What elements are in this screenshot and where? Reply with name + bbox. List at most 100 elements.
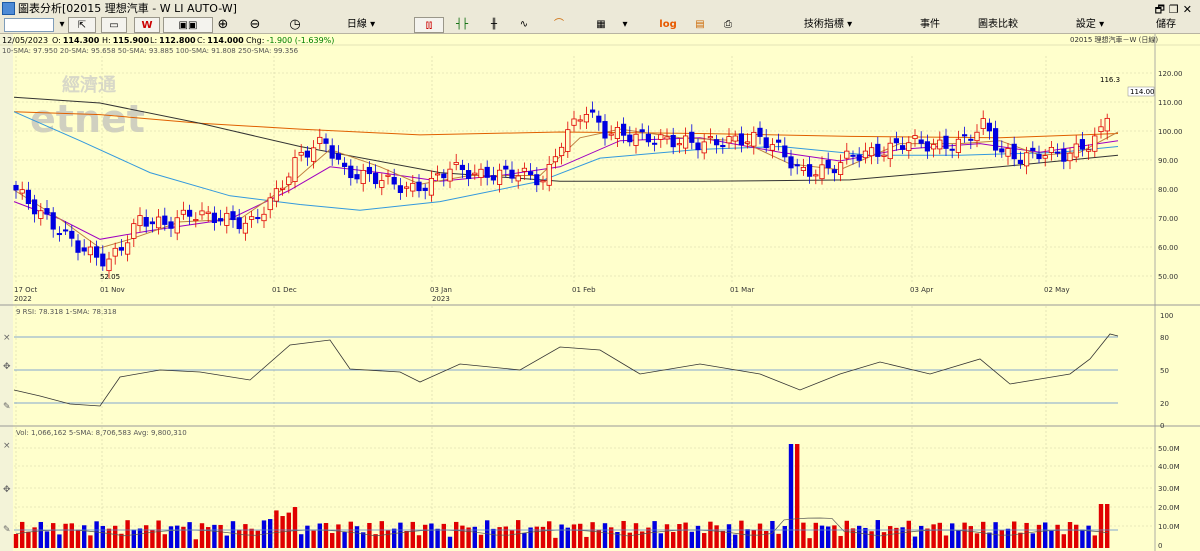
watermark-en: etnet [30, 97, 145, 141]
x-label: 01 Feb [572, 286, 596, 294]
stock-code-input[interactable] [4, 18, 54, 32]
restore-icon[interactable]: 🗗 [1154, 3, 1169, 16]
candlestick-icon[interactable]: ⫾⫾ [414, 17, 444, 33]
period-dropdown[interactable]: 日線 ▾ [346, 19, 376, 30]
x-label: 03 Jan [430, 286, 452, 294]
y-tick: 70.00 [1158, 215, 1178, 223]
candle-body [323, 138, 329, 144]
candle-body [980, 118, 986, 129]
candle-body [131, 223, 137, 239]
candle-body [490, 175, 497, 181]
technical-indicators-menu[interactable]: 技術指標 ▾ [803, 19, 853, 30]
candle-body [106, 258, 112, 272]
volume-bar [416, 535, 422, 548]
volume-bar [1036, 524, 1042, 548]
copy-icon[interactable]: ❐ [1168, 3, 1183, 16]
bar-chart-icon[interactable]: ┤├ [455, 19, 469, 30]
log-scale-button[interactable]: log [659, 19, 677, 30]
volume-bar [1092, 535, 1097, 548]
candle-body [63, 229, 69, 232]
rsi-tick: 20 [1160, 400, 1169, 408]
candle-body [1079, 139, 1085, 150]
volume-bar [44, 531, 50, 548]
candle-body [224, 212, 230, 226]
volume-bar [819, 525, 825, 548]
candle-body [627, 134, 633, 143]
candle-body [1036, 153, 1042, 160]
volume-bar [695, 525, 701, 548]
price-y-axis: 120.00 110.00 100.00 90.00 80.00 70.00 6… [1158, 70, 1183, 281]
table-dropdown-icon[interactable]: ▾ [622, 19, 628, 30]
volume-bar [1018, 532, 1023, 548]
panel-move-icon[interactable]: ✥ [3, 362, 11, 372]
volume-bar [559, 524, 564, 548]
volume-bar [20, 521, 25, 548]
panel-edit-icon-2[interactable]: ✎ [3, 525, 11, 535]
code-dropdown-icon[interactable]: ▾ [59, 19, 65, 30]
ohlc-icon[interactable]: ╫ [490, 19, 498, 30]
candle-body [825, 159, 831, 169]
volume-bar [571, 524, 577, 548]
candle-body [937, 139, 943, 150]
zoom-out-icon[interactable]: ⊖ [249, 17, 261, 32]
low-label: L: [150, 36, 157, 45]
vol-tick: 10.0M [1158, 523, 1180, 531]
volume-bar [590, 522, 595, 548]
save-button[interactable]: 儲存 [1156, 19, 1176, 30]
candle-body [763, 137, 769, 149]
chart-area[interactable]: × ✥ ✎ × ✥ ✎ 12/05/2023 O: 114.300 H: 115.9… [0, 34, 1200, 551]
panel-close-icon-2[interactable]: × [3, 441, 11, 451]
volume-bar [974, 533, 980, 548]
candle-body [924, 141, 931, 152]
volume-bar [956, 530, 961, 548]
volume-bar [88, 535, 93, 548]
draw-tools-icon[interactable]: ▭ [101, 17, 127, 33]
x-label: 01 Dec [272, 286, 297, 294]
sma50-line [13, 111, 1119, 211]
volume-bar [466, 527, 471, 548]
area-chart-icon[interactable]: ⌒ [554, 19, 564, 30]
panel-move-icon-2[interactable]: ✥ [3, 485, 11, 495]
clock-icon[interactable]: ◷ [289, 17, 301, 32]
volume-bar [813, 522, 818, 548]
candle-body [69, 230, 75, 239]
volume-bar [633, 523, 639, 548]
volume-bar [757, 523, 763, 548]
panel-edit-icon[interactable]: ✎ [3, 402, 11, 412]
volume-bar [491, 528, 496, 548]
candle-body [782, 145, 788, 158]
events-menu[interactable]: 事件 [920, 19, 940, 30]
volume-bar [373, 534, 378, 548]
volume-bar [795, 444, 800, 548]
chart-compare-menu[interactable]: 圖表比較 [978, 19, 1018, 30]
volume-bar [720, 530, 725, 548]
window-controls[interactable]: 🗗❐✕ [1155, 1, 1196, 18]
volume-bar [894, 527, 899, 548]
line-tool-icon[interactable]: W [134, 17, 160, 33]
zoom-in-icon[interactable]: ⊕ [217, 17, 229, 32]
table-icon[interactable]: ▦ [596, 19, 606, 30]
candle-body [993, 128, 999, 151]
cursor-icon[interactable]: ⇱ [68, 17, 96, 33]
rsi-polyline [13, 333, 1119, 407]
percent-scale-icon[interactable]: ▤ [695, 19, 705, 30]
volume-bar [156, 520, 161, 548]
settings-menu[interactable]: 設定 ▾ [1075, 19, 1105, 30]
volume-bar [584, 536, 589, 548]
volume-bar [664, 524, 670, 548]
close-icon[interactable]: ✕ [1182, 3, 1196, 16]
candle-body [447, 168, 453, 182]
vol-tick: 30.0M [1158, 485, 1180, 493]
auto-scale-icon[interactable]: ▣▣ [163, 17, 213, 33]
volume-bar [1105, 504, 1110, 548]
volume-bar [621, 520, 626, 548]
candle-body [869, 147, 875, 157]
toolbar: ▾ ⇱ ▭ W ▣▣ ⊕ ⊖ ◷ 日線 ▾ ⫾⫾ ┤├ ╫ ∿ ⌒ ▦ ▾ lo… [0, 17, 1200, 34]
panel-close-icon[interactable]: × [3, 333, 11, 343]
line-chart-icon[interactable]: ∿ [519, 19, 529, 30]
print-icon[interactable]: ⎙ [724, 19, 732, 30]
candle-body [56, 233, 63, 236]
chart-right-title: 02015 理想汽車－W (日線) [1070, 35, 1158, 44]
volume-bar [1098, 504, 1104, 548]
